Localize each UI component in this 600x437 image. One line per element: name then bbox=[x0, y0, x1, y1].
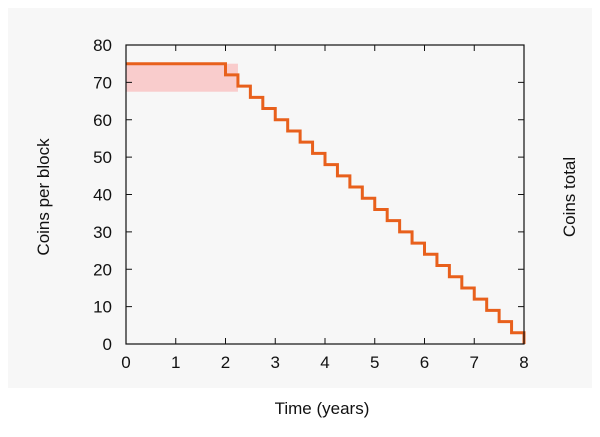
x-tick-label: 3 bbox=[271, 353, 280, 372]
y-tick-label: 50 bbox=[93, 148, 112, 167]
y-tick-label: 70 bbox=[93, 73, 112, 92]
y-tick-label: 20 bbox=[93, 260, 112, 279]
x-tick-label: 1 bbox=[171, 353, 180, 372]
x-tick-label: 5 bbox=[370, 353, 379, 372]
x-tick-label: 0 bbox=[121, 353, 130, 372]
y-tick-label: 40 bbox=[93, 186, 112, 205]
x-tick-label: 8 bbox=[519, 353, 528, 372]
x-tick-label: 6 bbox=[420, 353, 429, 372]
y-axis-label: Coins per block bbox=[34, 138, 53, 256]
y-tick-label: 0 bbox=[103, 335, 112, 354]
x-tick-label: 7 bbox=[470, 353, 479, 372]
y2-axis-label: Coins total bbox=[560, 157, 579, 237]
shaded-band bbox=[126, 63, 238, 92]
y-tick-label: 60 bbox=[93, 111, 112, 130]
plot-background bbox=[8, 8, 592, 388]
x-tick-label: 4 bbox=[320, 353, 329, 372]
x-tick-label: 2 bbox=[221, 353, 230, 372]
plot-layer bbox=[126, 62, 526, 344]
y-tick-label: 80 bbox=[93, 36, 112, 55]
x-axis-label: Time (years) bbox=[275, 399, 370, 418]
y-tick-label: 30 bbox=[93, 223, 112, 242]
series-step-line bbox=[126, 62, 526, 344]
y-tick-label: 10 bbox=[93, 298, 112, 317]
